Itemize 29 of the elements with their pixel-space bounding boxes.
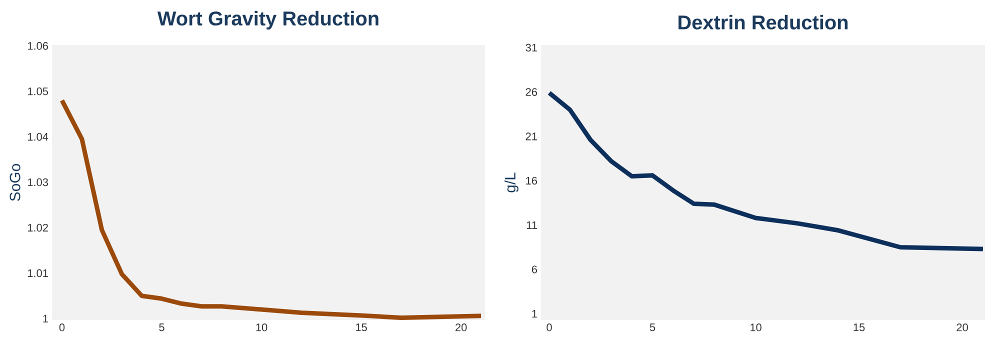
- x-tick-label: 10: [750, 324, 762, 332]
- y-tick-label: 1.01: [28, 269, 48, 278]
- x-tick-label: 10: [256, 324, 268, 332]
- y-tick-label: 1.05: [28, 87, 48, 96]
- y-tick-label: 31: [526, 44, 537, 52]
- line-series: [60, 98, 484, 320]
- y-axis-title: g/L: [504, 172, 518, 192]
- x-tick-label: 0: [59, 324, 65, 332]
- x-tick-label: 20: [456, 324, 467, 332]
- y-tick-label: 1.03: [28, 178, 48, 186]
- x-tick-label: 15: [356, 324, 367, 332]
- x-tick-label: 5: [159, 324, 164, 332]
- chart-title: Dextrin Reduction: [678, 14, 848, 30]
- y-tick-label: 1.02: [28, 224, 48, 232]
- x-tick-label: 5: [650, 324, 656, 332]
- x-tick-label: 20: [956, 324, 968, 332]
- y-axis-title: SoGo: [10, 164, 20, 201]
- y-tick-label: 11: [526, 221, 537, 229]
- y-tick-label: 1.06: [28, 42, 48, 50]
- x-tick-label: 15: [854, 324, 865, 332]
- y-tick-label: 1: [532, 310, 537, 318]
- y-tick-label: 1: [43, 314, 48, 322]
- y-tick-label: 21: [526, 132, 537, 140]
- y-tick-label: 1.04: [28, 132, 48, 141]
- y-tick-label: 6: [532, 266, 538, 274]
- y-tick-label: 16: [526, 176, 538, 185]
- y-tick-label: 26: [526, 88, 538, 96]
- chart-title: Wort Gravity Reduction: [157, 10, 378, 30]
- x-tick-label: 0: [546, 324, 552, 332]
